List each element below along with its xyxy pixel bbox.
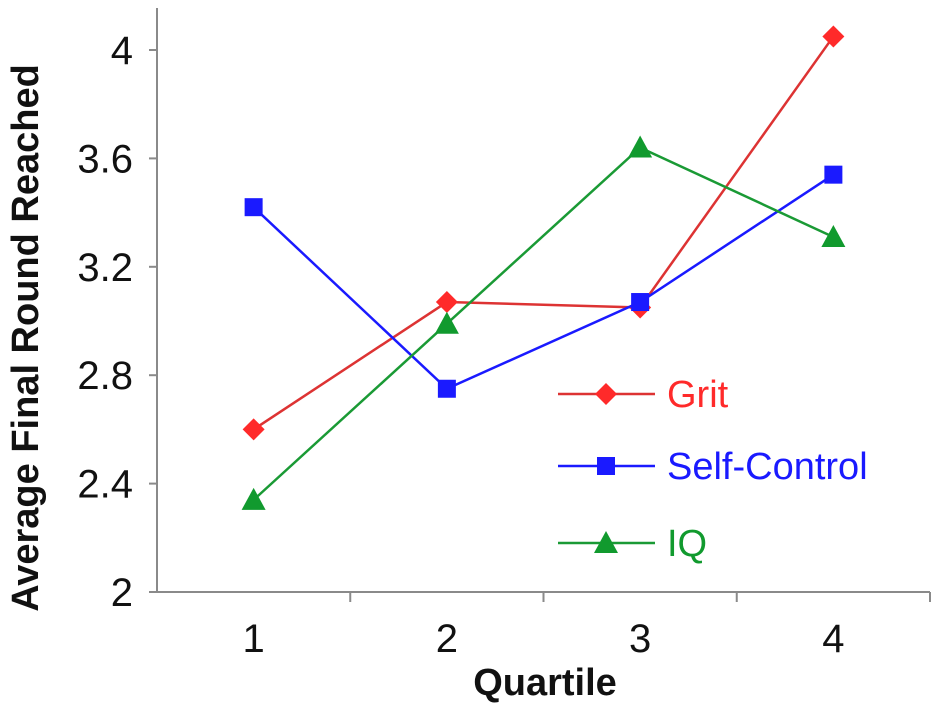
x-axis-title: Quartile — [473, 662, 617, 704]
y-tick-label: 3.6 — [77, 137, 133, 181]
data-point-self-control — [631, 293, 650, 312]
data-point-self-control — [824, 165, 843, 184]
series-iq — [241, 135, 846, 510]
series-line-self-control — [252, 173, 835, 391]
y-tick-label: 3.2 — [77, 246, 133, 290]
data-point-grit — [822, 25, 845, 48]
y-tick-label: 2.8 — [77, 354, 133, 398]
legend-marker-grit — [595, 383, 617, 405]
data-point-grit — [435, 291, 458, 314]
legend: Grit Self-Control IQ — [558, 374, 868, 565]
x-tick-label: 3 — [629, 617, 651, 661]
y-tick-label: 2 — [111, 571, 133, 615]
y-axis-title: Average Final Round Reached — [5, 64, 47, 612]
data-point-iq — [434, 311, 459, 334]
data-point-self-control — [244, 198, 263, 217]
x-tick-label: 1 — [243, 617, 265, 661]
axes: 2 2.4 2.8 3.2 3.6 4 1 2 3 4 — [77, 8, 931, 661]
series-layer — [241, 25, 846, 510]
y-tick-label: 2.4 — [77, 463, 133, 507]
data-point-iq — [241, 487, 266, 510]
legend-label-grit: Grit — [667, 374, 729, 416]
y-tick-label: 4 — [111, 29, 133, 73]
series-line-grit — [252, 35, 835, 431]
series-line-iq — [252, 146, 834, 501]
legend-label-self-control: Self-Control — [667, 446, 868, 488]
legend-marker-self-control — [597, 457, 615, 475]
data-point-iq — [628, 135, 653, 158]
series-grit — [242, 25, 845, 441]
legend-marker-iq — [594, 531, 618, 553]
x-tick-label: 4 — [822, 617, 844, 661]
legend-label-iq: IQ — [667, 523, 707, 565]
data-point-grit — [242, 418, 265, 441]
data-point-iq — [821, 224, 846, 247]
x-tick-label: 2 — [436, 617, 458, 661]
data-point-self-control — [437, 379, 456, 398]
series-self-control — [244, 165, 843, 398]
